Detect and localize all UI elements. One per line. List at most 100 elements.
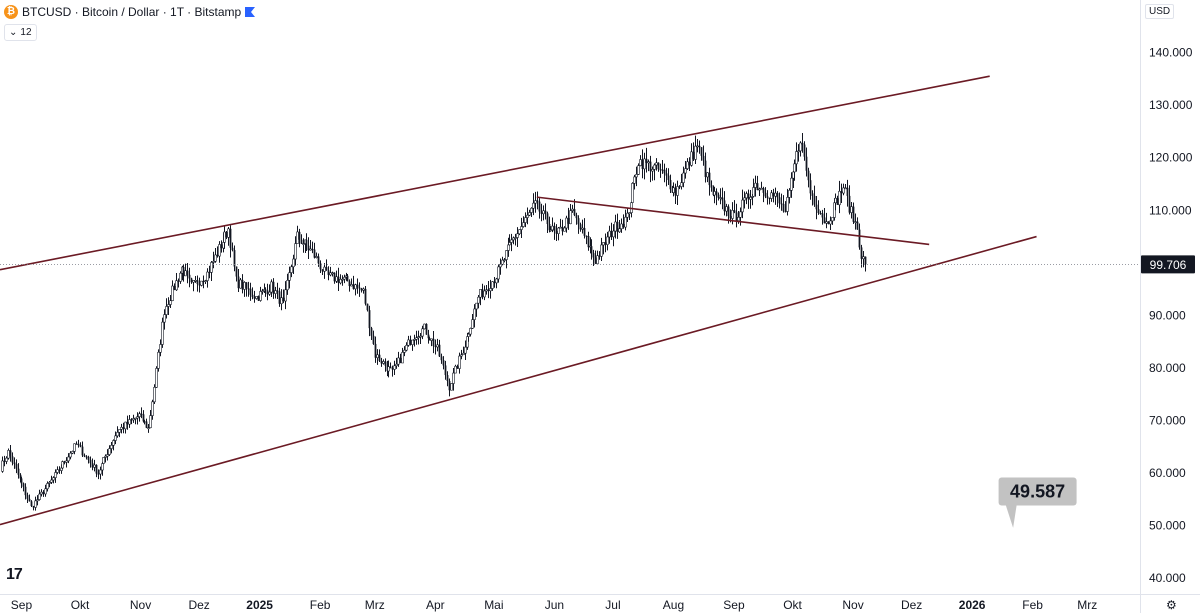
candle: [756, 175, 759, 191]
svg-text:99.706: 99.706: [1150, 258, 1187, 272]
currency-selector[interactable]: USD: [1145, 4, 1175, 19]
flag-icon[interactable]: [245, 7, 256, 17]
candle: [782, 195, 785, 213]
candle: [241, 274, 244, 294]
candle: [370, 326, 373, 341]
y-tick-label: 80.000: [1149, 361, 1186, 375]
candle: [710, 180, 713, 192]
candle: [67, 453, 70, 464]
candle: [485, 285, 488, 295]
price-callout[interactable]: 49.587: [998, 477, 1077, 528]
candle: [635, 166, 638, 187]
candle: [239, 278, 242, 289]
candle: [475, 302, 478, 317]
candle: [36, 495, 39, 506]
candle: [116, 426, 119, 438]
candle: [307, 237, 310, 260]
candle: [721, 187, 724, 210]
candle: [743, 191, 746, 209]
candle: [811, 190, 814, 206]
candle: [557, 227, 560, 241]
candle: [280, 289, 283, 311]
candle: [85, 455, 88, 460]
candle: [768, 197, 771, 205]
symbol-header[interactable]: ₿ BTCUSD · Bitcoin / Dollar · 1T · Bitst…: [4, 4, 256, 20]
candle: [298, 228, 301, 248]
candle: [479, 288, 482, 306]
candle: [188, 267, 191, 288]
candle: [508, 234, 511, 246]
tradingview-logo-icon[interactable]: 17: [6, 566, 23, 583]
candle: [499, 258, 502, 275]
candle: [745, 191, 748, 205]
candle: [534, 191, 537, 213]
candle: [184, 263, 187, 277]
candle: [440, 353, 443, 364]
candle: [56, 466, 59, 475]
candle: [372, 330, 375, 345]
upper-channel-trendline[interactable]: [0, 75, 990, 271]
candle: [403, 346, 406, 357]
y-tick-label: 40.000: [1149, 571, 1186, 585]
candle: [672, 182, 675, 197]
candle: [682, 166, 685, 188]
candle: [549, 226, 552, 232]
candle: [813, 185, 816, 207]
lower-channel-trendline[interactable]: [0, 235, 1037, 526]
candle: [647, 159, 650, 172]
candle: [487, 281, 490, 299]
y-tick-label: 120.000: [1149, 151, 1193, 165]
candle: [442, 356, 445, 370]
candle: [622, 214, 625, 229]
candle: [536, 191, 539, 210]
x-tick-label: Dez: [901, 598, 922, 612]
candle: [462, 346, 465, 356]
settings-gear-icon[interactable]: ⚙: [1166, 598, 1177, 612]
candle: [852, 202, 855, 224]
candle: [376, 349, 379, 365]
candle: [749, 189, 752, 209]
candle: [848, 185, 851, 215]
candle: [134, 417, 137, 425]
y-tick-label: 60.000: [1149, 466, 1186, 480]
candle: [856, 217, 859, 230]
candle: [397, 351, 400, 367]
candle: [680, 173, 683, 190]
candle: [140, 407, 143, 419]
candle: [65, 457, 68, 468]
candle: [231, 242, 234, 252]
candle: [259, 286, 262, 302]
candle: [341, 275, 344, 286]
candle: [684, 161, 687, 179]
candle: [770, 189, 773, 202]
candle: [618, 220, 621, 233]
indicator-collapse-button[interactable]: ⌄ 12: [4, 24, 37, 41]
candle: [245, 282, 248, 297]
candle: [300, 234, 303, 245]
candle: [212, 251, 215, 269]
candle: [87, 455, 90, 464]
candle: [276, 282, 279, 300]
y-tick-label: 50.000: [1149, 519, 1186, 533]
candle: [427, 329, 430, 344]
x-tick-label: Jul: [605, 598, 620, 612]
candle: [526, 207, 529, 225]
candle: [510, 233, 513, 252]
symbol-title: BTCUSD · Bitcoin / Dollar · 1T · Bitstam…: [22, 5, 242, 19]
candle: [483, 285, 486, 301]
descending-resistance-trendline[interactable]: [536, 196, 930, 246]
candle: [663, 163, 666, 183]
candle: [579, 222, 582, 232]
candle: [208, 265, 211, 279]
candle: [302, 238, 305, 253]
candle: [844, 183, 847, 190]
candle: [530, 207, 533, 217]
candle: [149, 409, 152, 429]
candle: [520, 217, 523, 239]
candle: [378, 349, 381, 363]
candle: [229, 225, 232, 258]
candle: [233, 245, 236, 272]
candle: [780, 193, 783, 211]
